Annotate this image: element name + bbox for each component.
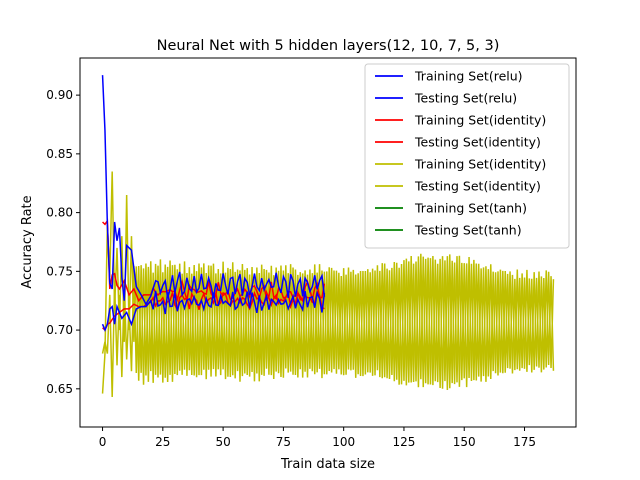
legend-label: Testing Set(identity) xyxy=(414,135,541,150)
axes-frame xyxy=(79,57,577,428)
y-axis-label: Accuracy Rate xyxy=(20,195,35,288)
x-tick-label: 50 xyxy=(215,435,230,449)
chart-title: Neural Net with 5 hidden layers(12, 10, … xyxy=(157,38,500,54)
series-line-0 xyxy=(101,75,326,306)
legend-label: Training Set(identity) xyxy=(414,157,546,172)
legend-label: Training Set(tanh) xyxy=(414,201,527,216)
y-tick-label: 0.80 xyxy=(46,206,73,220)
legend: Training Set(relu) Testing Set(relu) Train… xyxy=(364,63,570,249)
x-axis-label: Train data size xyxy=(280,457,375,472)
legend-box xyxy=(364,63,570,249)
y-tick-label: 0.85 xyxy=(46,147,73,161)
series-line-1 xyxy=(101,290,326,333)
series-line-5 xyxy=(101,256,555,398)
y-ticks: 0.65 0.70 0.75 0.80 0.85 0.90 xyxy=(46,88,80,396)
legend-label: Training Set(relu) xyxy=(414,69,523,84)
x-tick-label: 0 xyxy=(99,435,107,449)
legend-label: Testing Set(relu) xyxy=(414,91,517,106)
x-tick-label: 150 xyxy=(453,435,476,449)
x-tick-label: 175 xyxy=(513,435,536,449)
y-tick-label: 0.75 xyxy=(46,264,73,278)
series-lines xyxy=(101,75,555,398)
legend-label: Training Set(identity) xyxy=(414,113,546,128)
x-ticks: 0 25 50 75 100 125 150 175 xyxy=(99,427,536,449)
x-tick-label: 75 xyxy=(276,435,291,449)
x-tick-label: 125 xyxy=(393,435,416,449)
y-tick-label: 0.90 xyxy=(46,88,73,102)
x-tick-label: 25 xyxy=(155,435,170,449)
y-tick-label: 0.70 xyxy=(46,323,73,337)
x-tick-label: 100 xyxy=(332,435,355,449)
legend-label: Testing Set(identity) xyxy=(414,179,541,194)
y-tick-label: 0.65 xyxy=(46,382,73,396)
legend-label: Testing Set(tanh) xyxy=(414,223,522,238)
